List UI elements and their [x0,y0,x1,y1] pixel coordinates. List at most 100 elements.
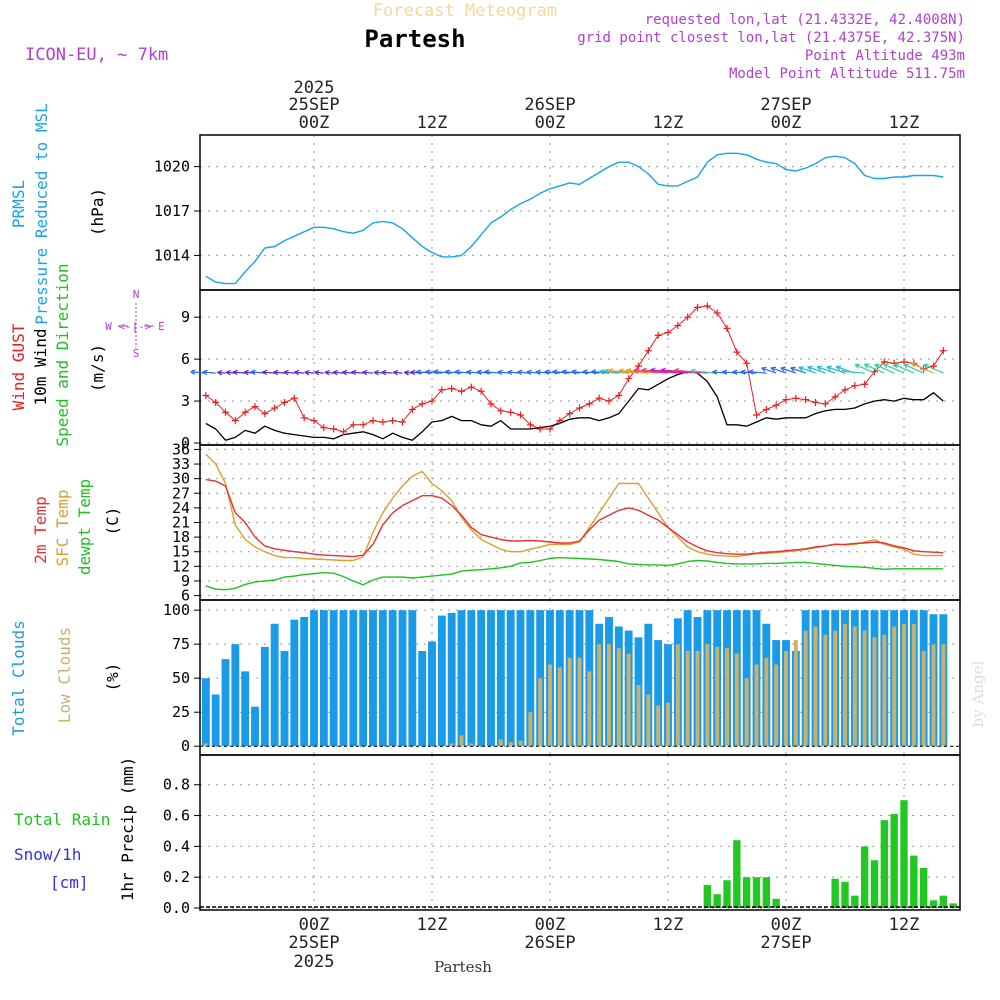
wind-arrow [425,371,442,374]
gust-marker [438,386,446,394]
low-clouds-bar [862,630,867,747]
total-clouds-bar [211,694,220,747]
gust-marker [831,393,839,401]
wind-arrow-head [225,369,231,376]
total-clouds-bar [477,610,486,747]
gust-marker [654,331,662,339]
wind-arrow-head [721,369,728,375]
y-tick-label: 50 [172,669,190,687]
y-tick-label: 15 [172,543,190,561]
wind-arrow-head [283,369,289,376]
gust-marker [733,348,741,356]
snow-label: Snow/1h [14,845,81,864]
gust-marker [458,387,465,395]
top-hour-label: 00Z [535,113,566,133]
bottom-hour-label: 12Z [653,915,684,935]
wind-arrow-head [535,369,541,375]
precip-bar [870,860,879,908]
bottom-hour-label: 12Z [417,915,448,935]
wind-arrow-head [780,366,786,372]
wind-arrow-head [362,369,368,376]
sfc-temp-label: SFC Temp [53,489,72,566]
total-clouds-bar [221,659,230,747]
bottom-hour-label: 00Z [299,915,330,935]
wind-arrow-head [351,369,357,376]
top-hour-label: 12Z [417,113,448,133]
precip-bar [880,820,889,908]
low-clouds-bar [911,623,916,747]
gust-marker [507,408,515,416]
gust-marker [359,421,367,429]
total-clouds-bar [359,610,368,747]
snow-unit-label: [cm] [50,873,89,892]
bottom-day-label: 27SEP [760,933,811,953]
low-clouds-bar [548,664,552,747]
precip-bar [703,884,712,908]
wind-arrow-head [425,369,431,375]
total-clouds-bar [251,706,259,747]
low-clouds-bar [607,644,611,747]
gust-marker [762,405,770,413]
pressure-label: Pressure Reduced to MSL [32,103,51,325]
gust-marker [467,383,475,391]
model-name: ICON-EU, ~ 7km [25,45,168,65]
wind-arrow-head [923,363,929,369]
total-clouds-bar [526,610,535,747]
wind-arrow [608,369,639,374]
wind-arrow-head [840,368,847,375]
y-tick-label: 36 [172,440,190,458]
wind-arrow-head [444,369,450,375]
wind-arrow-head [243,369,249,376]
wind-arrow-head [497,369,503,376]
wind-arrow-head [790,366,796,372]
total-clouds-bar [664,644,672,747]
wind-arrow [484,371,501,374]
total-clouds-bar [290,619,299,747]
wind-arrow-head [381,369,387,376]
total-clouds-bar [467,610,476,747]
precip-bar [929,900,938,908]
wind-arrow-head [591,369,597,375]
total-clouds-bar [496,610,505,747]
gust-marker [231,417,239,425]
wind-arrow-head [415,369,422,375]
wind-arrow-head [770,366,777,372]
dewpt-temp-label: dewpt Temp [75,479,94,575]
clouds-unit-label: (%) [103,663,122,692]
wind-arrow-head [544,369,550,375]
low-clouds-bar [528,712,533,747]
gust-marker [290,394,298,402]
total-clouds-bar [339,610,348,747]
wind-arrow [650,369,688,374]
low-clouds-bar [675,644,680,747]
wind-arrow-head [712,369,718,375]
low-clouds-bar [557,667,562,747]
total-clouds-bar [487,610,495,747]
gust-marker [497,407,505,415]
requested-coords: requested lon,lat (21.4332E, 42.4008N) [645,12,965,28]
gust-marker [222,408,229,416]
total-clouds-bar [310,610,318,747]
wind-arrow [332,371,344,374]
wind-arrow [393,371,403,374]
wind-arrow [626,369,659,374]
gust-marker [625,375,633,383]
gust-marker [271,404,279,412]
low-clouds-bar [764,657,769,747]
wind-arrow-head [798,366,804,372]
wind-arrow [841,370,865,374]
low-clouds-bar [498,739,503,747]
top-day-label: 25SEP [288,95,339,115]
temp2m-label: 2m Temp [31,496,50,563]
low-clouds-bar [921,650,926,747]
top-time-axis: 2025 25SEP 26SEP 27SEP 00Z 12Z 00Z 12Z 0… [288,78,919,133]
gust-marker [595,394,603,402]
wind-arrow [618,369,649,374]
gust-marker [861,380,869,388]
gust-marker [841,386,849,394]
bottom-hour-label: 00Z [535,915,566,935]
y-tick-label: 0 [181,434,190,452]
compass-south-label: S [133,347,140,360]
total-clouds-bar [418,650,427,747]
y-tick-label: 21 [172,514,190,532]
